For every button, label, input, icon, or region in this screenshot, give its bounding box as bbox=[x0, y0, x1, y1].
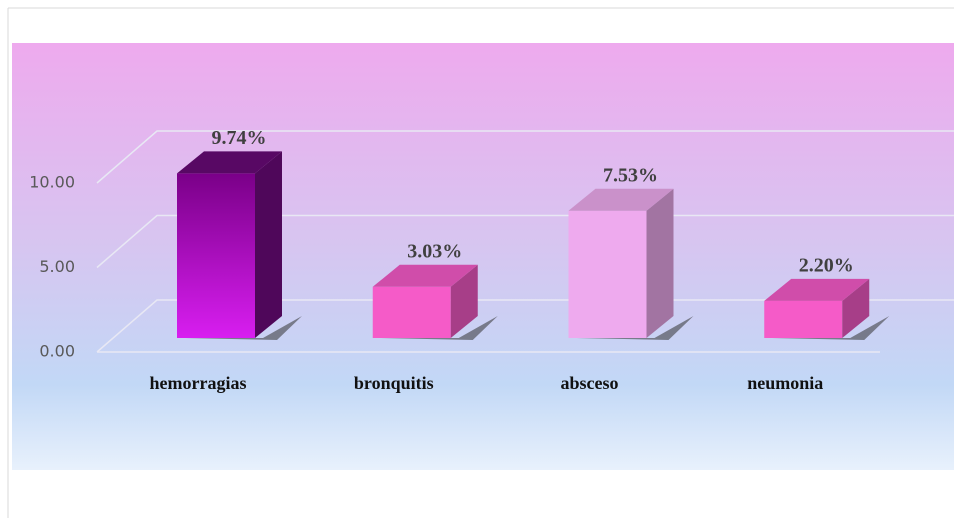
bar-side bbox=[450, 264, 478, 338]
bar-side bbox=[255, 151, 282, 338]
grid-line bbox=[96, 299, 954, 353]
bar-top bbox=[764, 278, 870, 301]
y-tick-label: 5.00 bbox=[39, 257, 75, 276]
data-label: 7.53% bbox=[603, 164, 658, 186]
bar-side bbox=[646, 188, 674, 338]
bar-shadow bbox=[380, 316, 498, 340]
grid-line bbox=[96, 214, 954, 269]
x-tick-label: neumonia bbox=[747, 373, 823, 393]
bar-top bbox=[177, 151, 282, 174]
data-label: 9.74% bbox=[212, 127, 267, 149]
bar bbox=[568, 210, 647, 338]
bar-top bbox=[372, 264, 478, 287]
bar bbox=[764, 300, 843, 338]
bar bbox=[372, 286, 451, 338]
bar-shadow bbox=[772, 316, 890, 340]
bar bbox=[177, 173, 255, 338]
data-label: 3.03% bbox=[407, 240, 462, 262]
bar-top bbox=[568, 188, 674, 211]
y-tick-label: 0.00 bbox=[39, 342, 75, 361]
plot-background bbox=[12, 43, 954, 470]
bar-shadow bbox=[576, 316, 694, 340]
x-tick-label: absceso bbox=[561, 373, 619, 393]
bar-shadow bbox=[185, 316, 302, 340]
data-label: 2.20% bbox=[799, 254, 854, 276]
bar-side bbox=[842, 278, 870, 338]
x-tick-label: hemorragias bbox=[150, 373, 247, 393]
y-tick-label: 10.00 bbox=[29, 173, 75, 192]
grid-line bbox=[96, 130, 954, 184]
x-tick-label: bronquitis bbox=[354, 373, 434, 393]
